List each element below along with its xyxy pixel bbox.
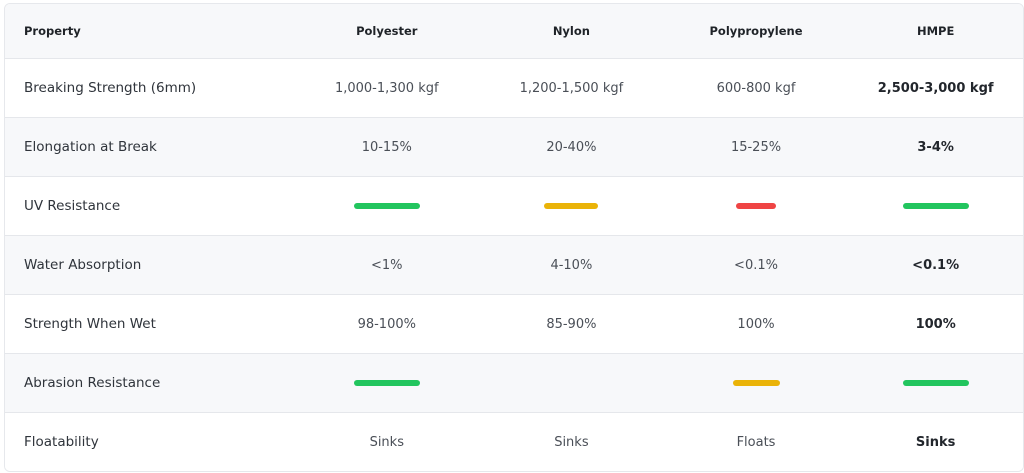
cell-polypropylene: 100% — [737, 316, 775, 332]
cell-polypropylene: Floats — [736, 434, 776, 450]
cell-hmpe: 100% — [915, 316, 956, 332]
cell-nylon: Sinks — [554, 434, 589, 450]
cell-nylon: 20-40% — [546, 139, 597, 155]
header-nylon: Nylon — [552, 24, 590, 38]
cell-hmpe: <0.1% — [912, 257, 960, 273]
header-polypropylene: Polypropylene — [709, 24, 803, 38]
table-row: UV Resistance — [5, 177, 1023, 236]
cell-nylon: 1,200-1,500 kgf — [519, 80, 624, 96]
row-label: Strength When Wet — [24, 316, 156, 332]
table-row: Water Absorption <1% 4-10% <0.1% <0.1% — [5, 236, 1023, 295]
rating-bar — [736, 203, 777, 209]
row-label: Floatability — [24, 434, 99, 450]
cell-hmpe — [848, 199, 1023, 214]
rating-bar — [353, 380, 420, 386]
row-label: Breaking Strength (6mm) — [24, 80, 197, 96]
header-property: Property — [24, 24, 81, 38]
cell-polyester: 1,000-1,300 kgf — [334, 80, 439, 96]
cell-polypropylene: <0.1% — [734, 257, 778, 273]
cell-polyester: <1% — [371, 257, 403, 273]
cell-polypropylene: 600-800 kgf — [716, 80, 796, 96]
row-label: Water Absorption — [24, 257, 142, 273]
cell-polyester: 10-15% — [361, 139, 412, 155]
cell-polyester — [294, 376, 479, 391]
rating-bar — [902, 380, 969, 386]
rating-bar — [732, 380, 780, 386]
cell-nylon: 85-90% — [546, 316, 597, 332]
table-row: Strength When Wet 98-100% 85-90% 100% 10… — [5, 295, 1023, 354]
rating-bar — [353, 203, 420, 209]
cell-hmpe: 2,500-3,000 kgf — [877, 80, 994, 96]
row-label: UV Resistance — [24, 198, 121, 214]
rating-bar — [902, 203, 969, 209]
cell-hmpe — [848, 376, 1023, 391]
header-hmpe: HMPE — [916, 24, 955, 38]
cell-polypropylene — [664, 376, 849, 391]
cell-nylon — [479, 199, 664, 214]
table-row: Elongation at Break 10-15% 20-40% 15-25%… — [5, 118, 1023, 177]
cell-hmpe: 3-4% — [917, 139, 954, 155]
table-header-row: Property Polyester Nylon Polypropylene H… — [5, 4, 1023, 59]
row-label: Abrasion Resistance — [24, 375, 161, 391]
table-row: Abrasion Resistance — [5, 354, 1023, 413]
table-row: Floatability Sinks Sinks Floats Sinks — [5, 413, 1023, 471]
rating-bar — [544, 203, 599, 209]
table-row: Breaking Strength (6mm) 1,000-1,300 kgf … — [5, 59, 1023, 118]
cell-hmpe: Sinks — [915, 434, 956, 450]
cell-polyester: Sinks — [369, 434, 404, 450]
cell-polyester: 98-100% — [357, 316, 416, 332]
comparison-table: Property Polyester Nylon Polypropylene H… — [4, 3, 1024, 472]
cell-polyester — [294, 199, 479, 214]
header-polyester: Polyester — [356, 24, 418, 38]
row-label: Elongation at Break — [24, 139, 157, 155]
cell-nylon: 4-10% — [550, 257, 593, 273]
cell-polypropylene — [664, 199, 849, 214]
cell-polypropylene: 15-25% — [730, 139, 782, 155]
